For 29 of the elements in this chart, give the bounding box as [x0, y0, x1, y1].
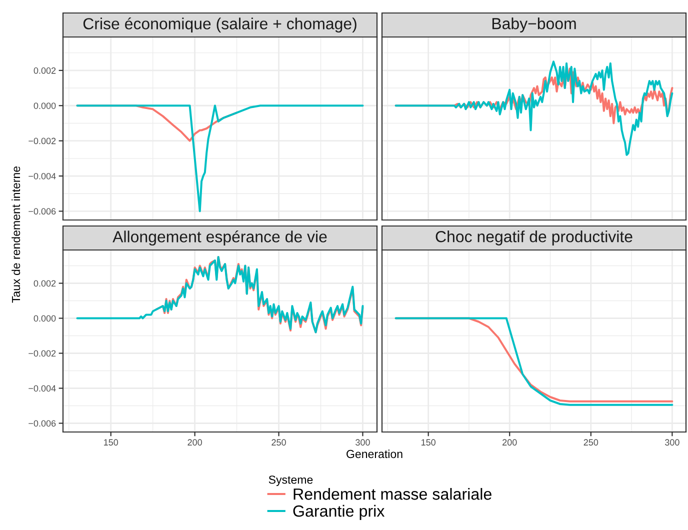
line-series — [76, 104, 364, 212]
y-tick-label: −0.006 — [28, 208, 56, 215]
x-axis-title: Generation — [346, 450, 402, 458]
chart-title: Choc negatif de productivite — [436, 230, 632, 246]
y-tick-label: −0.004 — [28, 172, 56, 180]
chart-title: Crise économique (salaire + chomage) — [83, 17, 356, 33]
x-tick-label: 250 — [584, 439, 598, 446]
chart-title: Baby−boom — [492, 18, 576, 32]
y-tick-label: −0.006 — [28, 420, 56, 427]
x-tick-label: 300 — [356, 439, 370, 446]
legend-label: Rendement masse salariale — [294, 488, 492, 500]
legend-label: Garantie prix — [293, 504, 385, 520]
legend-title: Systeme — [268, 476, 313, 486]
x-tick-label: 200 — [188, 439, 202, 446]
x-tick-label: 300 — [664, 439, 680, 446]
y-tick-label: −0.002 — [28, 138, 56, 144]
line-series — [76, 256, 364, 334]
x-tick-label: 150 — [421, 439, 436, 446]
y-tick-label: −0.004 — [28, 385, 56, 392]
y-tick-label: 0.002 — [34, 67, 56, 74]
y-tick-label: 0.000 — [34, 102, 56, 109]
chart-title: Allongement espérance de vie — [112, 230, 327, 246]
y-axis-title: Taux de rendement interne — [12, 166, 20, 303]
y-tick-label: 0.002 — [34, 280, 56, 287]
x-tick-label: 200 — [502, 439, 517, 446]
x-tick-label: 250 — [272, 439, 286, 446]
x-tick-label: 150 — [104, 439, 118, 446]
y-tick-label: −0.002 — [28, 350, 56, 357]
y-tick-label: 0.000 — [34, 315, 56, 322]
